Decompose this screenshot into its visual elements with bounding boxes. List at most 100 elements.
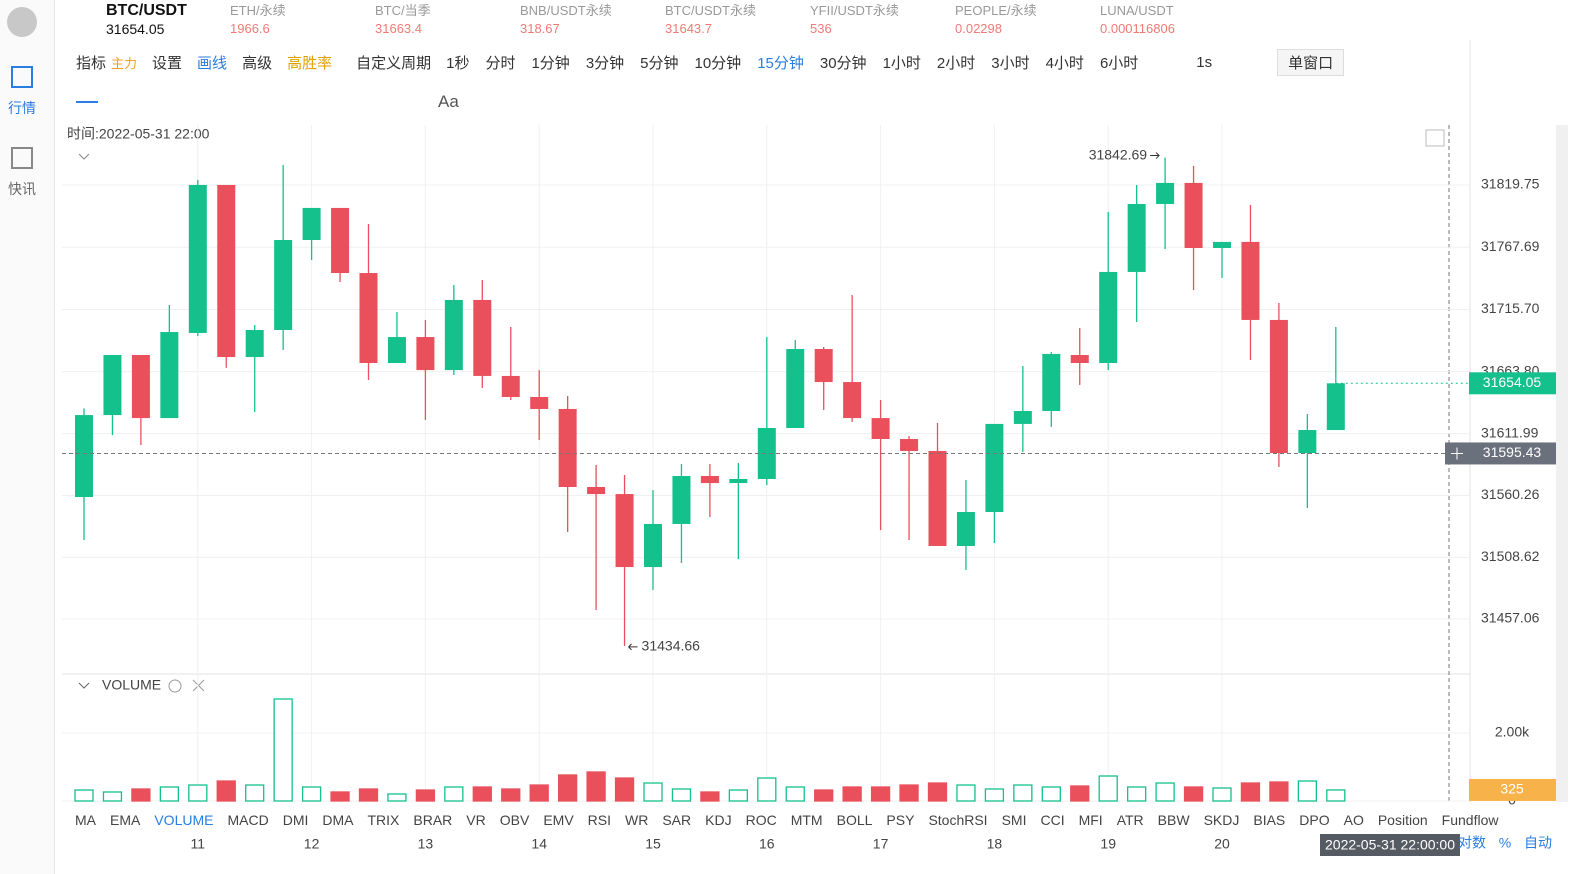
indicator[interactable]: PSY (886, 812, 915, 828)
candle-body (1127, 203, 1146, 272)
indicator[interactable]: ATR (1116, 812, 1144, 828)
indicator[interactable]: EMA (110, 812, 141, 828)
volume-bar (216, 780, 236, 802)
indicator[interactable]: OBV (499, 812, 530, 828)
ticker-price: 318.67 (520, 21, 560, 36)
indicator[interactable]: AO (1343, 812, 1364, 828)
ticker[interactable]: LUNA/USDT 0.000116806 (1082, 2, 1227, 38)
period[interactable]: 2小时 (936, 54, 976, 72)
indicator[interactable]: SKDJ (1203, 812, 1240, 828)
ticker[interactable]: PEOPLE/永续 0.02298 (937, 2, 1082, 38)
custom-period[interactable]: 自定义周期 (356, 54, 432, 72)
indicator[interactable]: VOLUME (154, 812, 214, 828)
max-arrow (1150, 152, 1160, 159)
indicator[interactable]: CCI (1040, 812, 1065, 828)
indicator[interactable]: MA (75, 812, 96, 828)
window-select[interactable]: 单窗口 (1277, 48, 1345, 76)
indicator[interactable]: TRIX (367, 812, 400, 828)
volume-bar (102, 791, 123, 802)
ticker[interactable]: BTC/USDT永续 31643.7 (647, 2, 792, 38)
speed-button[interactable]: 1s (1196, 53, 1213, 71)
y-tick-label: 31715.70 (1481, 300, 1540, 316)
volume-bar (614, 777, 635, 802)
indicator[interactable]: DPO (1299, 812, 1330, 828)
close-icon[interactable] (192, 679, 205, 692)
indicator[interactable]: WR (625, 812, 649, 828)
volume-title: VOLUME (102, 677, 161, 693)
ticker[interactable]: BTC/当季 31663.4 (357, 2, 502, 38)
ticker[interactable]: BTC/USDT 31654.05 (62, 2, 212, 38)
ticker[interactable]: ETH/永续 1966.6 (212, 2, 357, 38)
sidebar-item[interactable]: 行情 (8, 100, 36, 116)
period[interactable]: 4小时 (1045, 54, 1084, 72)
indicator[interactable]: EMV (543, 812, 574, 828)
percent-toggle[interactable]: % (1499, 835, 1511, 851)
indicator[interactable]: VR (466, 812, 486, 828)
ticker-bar: BTC/USDT 31654.05 ETH/永续 1966.6 BTC/当季 31663.… (62, 0, 1227, 40)
candle-body (928, 450, 947, 546)
indicator[interactable]: RSI (587, 812, 612, 828)
toolbar: 指标 主力 设置 画线 高级 高胜率 自定义周期 1秒 分时 1分钟 3分钟 5分钟 10… (76, 48, 1359, 76)
period[interactable]: 分时 (485, 54, 516, 72)
period[interactable]: 30分钟 (819, 54, 867, 72)
volume-bar (1297, 780, 1317, 802)
candle-body (644, 523, 662, 568)
period[interactable]: 1小时 (882, 54, 921, 72)
volume-bar (785, 786, 805, 802)
indicator[interactable]: BIAS (1253, 812, 1286, 828)
indicator[interactable]: Fundflow (1441, 812, 1499, 828)
crosshair-time-box (1320, 834, 1460, 856)
period[interactable]: 15分钟 (757, 54, 804, 72)
candle-body (672, 475, 691, 524)
period[interactable]: 10分钟 (694, 54, 742, 72)
volume-bar (757, 777, 777, 802)
period[interactable]: 1秒 (446, 54, 470, 72)
settings-button[interactable]: 设置 (152, 54, 183, 72)
indicator[interactable]: StochRSI (928, 812, 988, 828)
indicator-button[interactable]: 指标 (76, 54, 107, 72)
market-icon[interactable] (11, 66, 33, 88)
settings-icon[interactable] (168, 679, 182, 693)
period[interactable]: 6小时 (1099, 54, 1139, 72)
candle-body (615, 494, 634, 568)
volume-bar (501, 788, 521, 802)
period[interactable]: 1分钟 (531, 54, 570, 72)
candle-body (900, 439, 919, 451)
ticker[interactable]: BNB/USDT永续 318.67 (502, 2, 647, 38)
indicator[interactable]: Position (1377, 812, 1428, 828)
x-tick-label: 11 (191, 836, 206, 852)
period[interactable]: 5分钟 (640, 54, 679, 72)
indicator[interactable]: ROC (745, 812, 777, 828)
indicator[interactable]: MTM (790, 812, 823, 828)
indicator[interactable]: SAR (662, 812, 692, 828)
candle-body (587, 486, 606, 495)
sidebar-item[interactable]: 快讯 (8, 181, 36, 197)
ticker-price: 0.02298 (955, 21, 1002, 36)
ticker-name: YFII/USDT永续 (810, 3, 899, 18)
candle-body (814, 349, 833, 383)
indicator[interactable]: KDJ (705, 812, 732, 828)
volume-bar (1155, 782, 1175, 802)
indicator[interactable]: MFI (1078, 812, 1103, 828)
indicator[interactable]: DMI (282, 812, 309, 828)
win-rate-button[interactable]: 高胜率 (287, 54, 333, 72)
indicator[interactable]: DMA (322, 812, 354, 828)
ticker[interactable]: YFII/USDT永续 536 (792, 2, 937, 38)
advanced-button[interactable]: 高级 (242, 54, 273, 72)
volume-bar (1013, 784, 1033, 802)
indicator[interactable]: BBW (1157, 812, 1190, 828)
indicator[interactable]: BOLL (836, 812, 873, 828)
volume-bar (74, 789, 94, 802)
period[interactable]: 3小时 (991, 54, 1030, 72)
indicator[interactable]: MACD (227, 812, 269, 828)
log-toggle[interactable]: 对数 (1458, 835, 1486, 851)
period[interactable]: 3分钟 (585, 54, 625, 72)
crosshair-tool[interactable] (76, 101, 98, 103)
draw-button[interactable]: 画线 (197, 54, 228, 72)
indicator[interactable]: SMI (1001, 812, 1027, 828)
auto-toggle[interactable]: 自动 (1524, 835, 1552, 851)
indicator[interactable]: BRAR (413, 812, 453, 828)
text-tool[interactable]: Aa (438, 92, 459, 111)
news-icon[interactable] (11, 147, 33, 169)
